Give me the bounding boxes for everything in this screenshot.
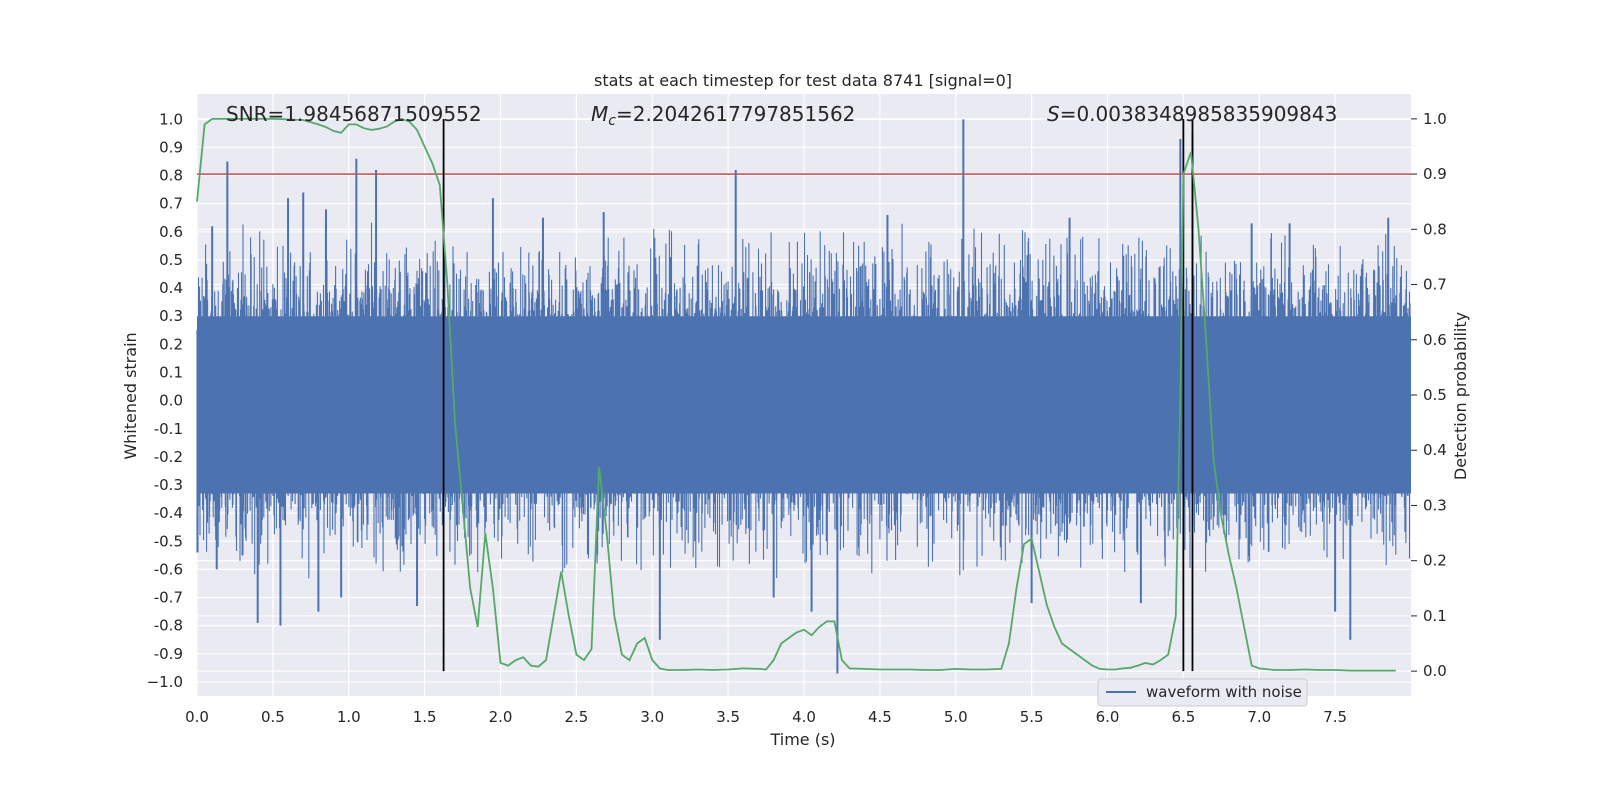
x-tick-label: 2.5 xyxy=(564,708,588,726)
y-tick-label: 0.9 xyxy=(159,138,183,156)
y2-tick-label: 0.7 xyxy=(1423,276,1447,294)
x-tick-label: 5.0 xyxy=(944,708,968,726)
snr-annotation: SNR=1.98456871509552 xyxy=(226,102,482,126)
y-tick-label: 1.0 xyxy=(159,110,183,128)
x-axis-label: Time (s) xyxy=(769,730,835,749)
y2-tick-label: 0.2 xyxy=(1423,552,1447,570)
y2-tick-label: 1.0 xyxy=(1423,110,1447,128)
y-tick-label: 0.3 xyxy=(159,307,183,325)
x-tick-label: 6.0 xyxy=(1096,708,1120,726)
y2-tick-label: 0.5 xyxy=(1423,386,1447,404)
chirp-mass-annotation: Mc=2.2042617797851562 xyxy=(591,102,855,129)
legend: waveform with noise xyxy=(1097,678,1308,707)
x-tick-label: 4.0 xyxy=(792,708,816,726)
y-axis-label: Whitened strain xyxy=(121,332,140,459)
y2-tick-label: 0.6 xyxy=(1423,331,1447,349)
x-tick-label: 7.0 xyxy=(1247,708,1271,726)
s-symbol: S xyxy=(1047,102,1060,126)
waveform-core xyxy=(197,316,1411,494)
legend-box xyxy=(1097,678,1308,707)
chirp-mass-value: =2.2042617797851562 xyxy=(616,102,855,126)
x-tick-label: 6.5 xyxy=(1171,708,1195,726)
chirp-mass-symbol: M xyxy=(591,102,608,126)
x-tick-label: 3.0 xyxy=(640,708,664,726)
legend-label: waveform with noise xyxy=(1146,683,1302,701)
y2-tick-label: 0.3 xyxy=(1423,496,1447,514)
y-tick-label: -0.1 xyxy=(154,420,183,438)
y-tick-label: 0.5 xyxy=(159,251,183,269)
y-tick-label: -0.7 xyxy=(154,589,183,607)
x-tick-label: 5.5 xyxy=(1020,708,1044,726)
x-tick-label: 7.5 xyxy=(1323,708,1347,726)
x-tick-label: 1.5 xyxy=(413,708,437,726)
waveform-series xyxy=(196,119,1412,674)
y-tick-label: -0.2 xyxy=(154,448,183,466)
s-value: =0.0038348985835909843 xyxy=(1060,102,1338,126)
s-annotation: S=0.0038348985835909843 xyxy=(1047,102,1337,126)
y-tick-label: -0.4 xyxy=(154,504,183,522)
x-tick-label: 0.0 xyxy=(185,708,209,726)
y-axis-right: 1.0 0.9 0.8 0.7 0.6 0.5 0.4 0.3 0.2 0.1 0.0 xyxy=(1411,110,1447,680)
x-tick-label: 3.5 xyxy=(716,708,740,726)
y2-tick-label: 0.4 xyxy=(1423,441,1447,459)
y-tick-label: 0.2 xyxy=(159,335,183,353)
y-tick-label: 0.4 xyxy=(159,279,183,297)
y-axis-left: 1.0 0.9 0.8 0.7 0.6 0.5 0.4 0.3 0.2 0.1 0.0 -0.1 -0.… xyxy=(147,110,183,691)
x-tick-label: 2.0 xyxy=(489,708,513,726)
x-tick-label: 0.5 xyxy=(261,708,285,726)
y-tick-label: 0.1 xyxy=(159,363,183,381)
probability-series xyxy=(196,117,1396,672)
y-tick-label: -0.6 xyxy=(154,560,183,578)
y2-tick-label: 0.0 xyxy=(1423,662,1447,680)
y-tick-label: -0.9 xyxy=(154,645,183,663)
x-tick-label: 4.5 xyxy=(868,708,892,726)
y-tick-label: 0.8 xyxy=(159,167,183,185)
x-axis: 0.0 0.5 1.0 1.5 2.0 2.5 3.0 3.5 4.0 4.5 5.0 5.5 6.0 6… xyxy=(185,708,1347,726)
y-tick-label: −1.0 xyxy=(147,673,183,691)
probability-line xyxy=(196,117,1396,672)
y2-axis-label: Detection probability xyxy=(1451,312,1470,480)
y2-tick-label: 0.8 xyxy=(1423,220,1447,238)
x-tick-label: 1.0 xyxy=(337,708,361,726)
y-tick-label: -0.3 xyxy=(154,476,183,494)
y-tick-label: -0.8 xyxy=(154,617,183,635)
chirp-mass-subscript: c xyxy=(608,113,616,129)
y2-tick-label: 0.9 xyxy=(1423,165,1447,183)
y-tick-label: -0.5 xyxy=(154,532,183,550)
y-tick-label: 0.7 xyxy=(159,195,183,213)
y-tick-label: 0.0 xyxy=(159,392,183,410)
y-tick-label: 0.6 xyxy=(159,223,183,241)
chart-title: stats at each timestep for test data 874… xyxy=(594,71,1012,90)
y2-tick-label: 0.1 xyxy=(1423,607,1447,625)
